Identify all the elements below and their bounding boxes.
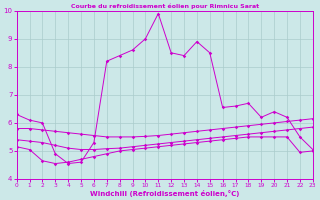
X-axis label: Windchill (Refroidissement éolien,°C): Windchill (Refroidissement éolien,°C) [90, 190, 239, 197]
Title: Courbe du refroidissement éolien pour Rimnicu Sarat: Courbe du refroidissement éolien pour Ri… [71, 3, 259, 9]
